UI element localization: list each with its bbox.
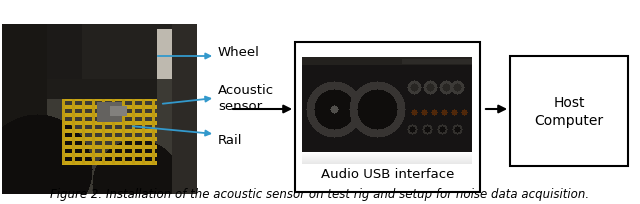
Text: Audio USB interface: Audio USB interface [321,168,454,181]
Text: Rail: Rail [218,134,243,147]
Text: Host
Computer: Host Computer [534,95,604,128]
Text: Acoustic
sensor: Acoustic sensor [218,84,274,113]
Text: Figure 2. Installation of the acoustic sensor on test rig and setup for noise da: Figure 2. Installation of the acoustic s… [51,187,589,200]
Bar [295,43,480,192]
Text: Wheel: Wheel [218,46,260,59]
Bar [510,57,628,166]
